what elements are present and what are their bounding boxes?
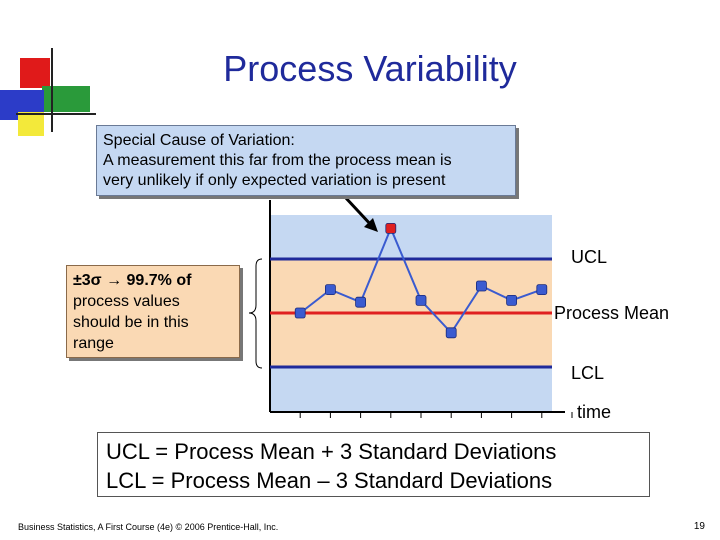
data-points — [294, 222, 548, 339]
reference-label-process-mean: Process Mean — [554, 303, 669, 323]
data-point — [475, 280, 487, 292]
callout-line: very unlikely if only expected variation… — [103, 172, 446, 189]
range-note-line: should be in this — [73, 314, 189, 331]
callout-line: A measurement this far from the process … — [103, 152, 452, 169]
control-limit-formulas: UCL = Process Mean + 3 Standard Deviatio… — [97, 432, 650, 497]
range-note-line: process values — [73, 293, 180, 310]
data-point — [294, 307, 306, 319]
reference-label-lcl: LCL — [571, 363, 604, 383]
range-note-line: range — [73, 335, 114, 352]
data-point — [445, 327, 457, 339]
reference-lines: UCL Process Mean LCL — [270, 247, 669, 383]
range-bracket — [248, 258, 263, 369]
special-cause-point — [385, 222, 397, 234]
decorative-logo — [0, 48, 96, 136]
ucl-formula: UCL = Process Mean + 3 Standard Deviatio… — [106, 439, 557, 464]
callout-arrow — [343, 195, 374, 228]
data-point — [415, 294, 427, 306]
callout-line: Special Cause of Variation: — [103, 132, 295, 149]
special-cause-callout: Special Cause of Variation: A measuremen… — [96, 125, 516, 196]
data-point — [324, 284, 336, 296]
data-point — [355, 296, 367, 308]
footer-citation: Business Statistics, A First Course (4e)… — [18, 522, 279, 532]
range-note: ±3σ → 99.7% of process values should be … — [66, 265, 240, 358]
x-axis-label: time — [577, 402, 611, 422]
page-number: 19 — [693, 521, 705, 532]
data-point — [536, 284, 548, 296]
callout-arrow-head — [364, 218, 378, 232]
page-title: Process Variability — [223, 48, 517, 89]
lcl-formula: LCL = Process Mean – 3 Standard Deviatio… — [106, 468, 553, 493]
range-note-lead: ±3σ → 99.7% of — [73, 272, 192, 289]
reference-label-ucl: UCL — [571, 247, 607, 267]
data-point — [506, 294, 518, 306]
